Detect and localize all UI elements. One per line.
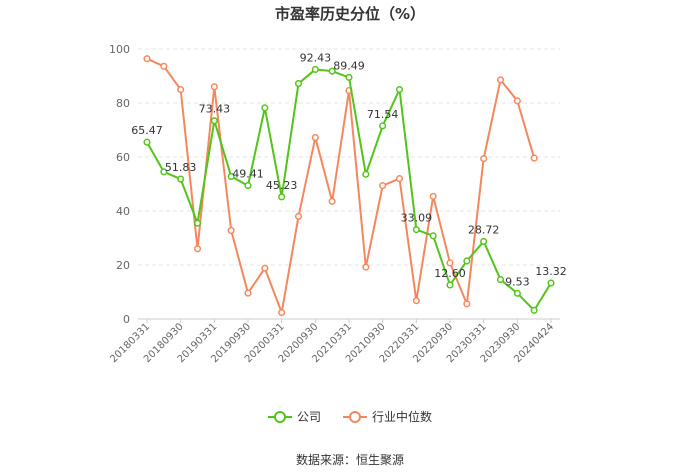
- series-0-point: [345, 73, 353, 81]
- data-label: 92.43: [300, 51, 332, 64]
- series-1-point: [446, 259, 454, 267]
- series-0-point: [311, 65, 319, 73]
- series-0-point: [227, 172, 235, 180]
- series-1-point: [311, 134, 319, 142]
- series-0-point: [547, 279, 555, 287]
- y-tick-label: 100: [109, 43, 130, 56]
- series-lines: [143, 55, 555, 317]
- series-1-point: [160, 62, 168, 70]
- series-0-point: [463, 257, 471, 265]
- series-1-point: [227, 226, 235, 234]
- legend-swatch-company: [267, 410, 292, 423]
- legend-item-company[interactable]: 公司: [267, 408, 321, 425]
- series-0-point: [412, 226, 420, 234]
- data-label: 71.54: [367, 108, 399, 121]
- legend-label-industry-median: 行业中位数: [372, 410, 433, 424]
- series-1-point: [513, 97, 521, 105]
- series-0-point: [446, 281, 454, 289]
- series-1-point: [244, 289, 252, 297]
- series-1-point: [261, 264, 269, 272]
- series-1-point: [395, 175, 404, 183]
- data-source: 数据来源：恒生聚源: [295, 453, 404, 467]
- series-0-point: [294, 80, 303, 88]
- series-0-point: [530, 306, 538, 314]
- legend: 公司 行业中位数: [0, 408, 700, 425]
- series-1-point: [379, 182, 387, 190]
- series-0-point: [193, 219, 202, 227]
- data-label: 49.41: [232, 168, 264, 181]
- series-0-point: [379, 122, 387, 130]
- series-1-point: [143, 55, 151, 63]
- legend-label-company: 公司: [296, 410, 321, 424]
- series-1-point: [480, 155, 488, 163]
- data-label: 33.09: [401, 212, 433, 225]
- series-0-point: [496, 276, 505, 284]
- y-tick-label: 60: [116, 151, 130, 164]
- data-label: 45.23: [266, 179, 298, 192]
- series-0-point: [429, 232, 437, 240]
- series-0-point: [480, 237, 488, 246]
- y-tick-label: 80: [116, 97, 130, 110]
- series-1-point: [278, 308, 286, 317]
- series-0-point: [395, 85, 404, 94]
- series-1-point: [362, 263, 370, 271]
- series-0-point: [177, 175, 185, 183]
- data-label: 13.32: [535, 265, 567, 278]
- data-label: 73.43: [199, 103, 231, 116]
- series-0-point: [143, 138, 151, 146]
- data-label: 89.49: [333, 59, 365, 72]
- series-1-point: [429, 192, 437, 200]
- series-0-point: [261, 104, 269, 112]
- data-label: 9.53: [505, 275, 530, 288]
- series-1-point: [193, 245, 202, 253]
- series-0-point: [160, 168, 168, 176]
- y-tick-label: 20: [116, 259, 130, 272]
- series-0-point: [278, 193, 286, 201]
- series-1-point: [496, 76, 505, 84]
- series-1-point: [210, 83, 218, 91]
- chart-title: 市盈率历史分位（%）: [274, 5, 426, 23]
- y-tick-label: 0: [123, 313, 130, 326]
- legend-item-industry-median[interactable]: 行业中位数: [343, 408, 432, 425]
- series-1-point: [412, 297, 420, 305]
- y-tick-label: 40: [116, 205, 130, 218]
- series-0-point: [513, 289, 521, 297]
- data-label: 51.83: [165, 161, 197, 174]
- series-1-point: [328, 197, 336, 205]
- series-0-point: [328, 67, 336, 75]
- data-label: 28.72: [468, 223, 500, 236]
- series-0-point: [210, 117, 218, 125]
- series-1-point: [177, 85, 185, 94]
- series-1-point: [294, 212, 303, 220]
- series-0-point: [362, 170, 370, 178]
- series-line-1: [146, 57, 536, 314]
- series-1-point: [463, 300, 471, 308]
- data-label: 65.47: [131, 124, 163, 137]
- series-1-point: [530, 154, 538, 162]
- legend-swatch-industry-median: [343, 410, 367, 423]
- data-label: 12.60: [434, 267, 466, 280]
- series-0-point: [244, 182, 252, 190]
